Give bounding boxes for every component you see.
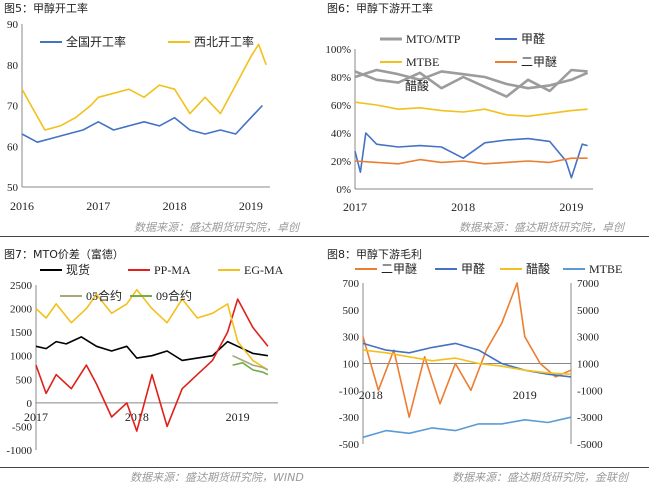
y2-tick-label: 3000 xyxy=(577,332,600,344)
x-tick-label: 2017 xyxy=(343,200,367,214)
series-line xyxy=(21,104,263,143)
x-tick-label: 2016 xyxy=(10,199,34,213)
x-tick-label: 2019 xyxy=(239,199,263,213)
series-line xyxy=(35,298,269,432)
y2-tick-label: 7000 xyxy=(577,278,600,290)
x-tick-label: 2018 xyxy=(451,200,475,214)
y-tick-label: -500 xyxy=(339,439,360,451)
legend-label: 二甲醚 xyxy=(381,262,417,276)
source-note: 数据来源：盛达期货研究院，金联创 xyxy=(452,471,628,484)
legend-label: 全国开工率 xyxy=(66,34,126,49)
y-tick-label: 80 xyxy=(7,60,19,72)
x-tick-label: 2018 xyxy=(125,410,149,424)
y-tick-label: 2000 xyxy=(10,304,33,316)
legend-label: MTBE xyxy=(406,55,439,69)
y-tick-label: 0% xyxy=(336,184,351,196)
series-line xyxy=(35,288,269,371)
series-line xyxy=(354,68,589,90)
source-note: 数据来源：盛达期货研究院，WIND xyxy=(130,471,304,484)
series-line xyxy=(354,157,588,165)
divider xyxy=(0,467,649,468)
x-tick-label: 2017 xyxy=(24,410,48,424)
panel-downstream-rate: 图6：甲醇下游开工率 0% 20% 40% 60% 80% 100% 2017 2018 201… xyxy=(325,0,649,238)
legend-label: 甲醛 xyxy=(461,261,485,276)
y-tick-label: -500 xyxy=(12,421,33,433)
panel-operating-rate: 图5：甲醇开工率 50 60 70 80 90 2016 2017 2018 2019 全国开工率… xyxy=(0,0,322,238)
y-tick-label: 300 xyxy=(343,332,360,344)
y-tick-label: 100 xyxy=(343,359,360,371)
y-tick-label: 60 xyxy=(7,141,19,153)
legend-label: 醋酸 xyxy=(405,78,429,93)
x-tick-label: 2018 xyxy=(163,199,187,213)
y-tick-label: 500 xyxy=(16,374,33,386)
y-tick-label: -300 xyxy=(339,412,360,424)
x-tick-label: 2018 xyxy=(359,388,383,402)
y-tick-label: 1000 xyxy=(10,351,33,363)
y2-tick-label: -5000 xyxy=(577,439,603,451)
legend-label: PP-MA xyxy=(154,263,191,277)
series-line xyxy=(354,132,588,179)
chart-title: 图5：甲醇开工率 xyxy=(4,2,88,15)
y2-tick-label: 1000 xyxy=(577,359,600,371)
legend-label: 05合约 xyxy=(86,288,122,303)
y-tick-label: 80% xyxy=(331,72,351,84)
panel-downstream-margin: 图8：甲醇下游毛利 -500 -300 -100 100 300 500 700 -5000-… xyxy=(325,246,649,485)
legend-label: EG-MA xyxy=(244,263,284,277)
y-tick-label: 40% xyxy=(331,128,351,140)
y-tick-label: 90 xyxy=(7,19,19,31)
series-line xyxy=(362,416,572,439)
y-tick-label: 2500 xyxy=(10,280,33,292)
x-tick-label: 2019 xyxy=(559,200,583,214)
series-line xyxy=(35,336,269,362)
y-tick-label: 60% xyxy=(331,100,351,112)
divider xyxy=(0,236,649,237)
legend-label: MTBE xyxy=(589,262,622,276)
series-line xyxy=(354,101,588,117)
y2-tick-label: 5000 xyxy=(577,305,600,317)
y-tick-label: 0 xyxy=(27,398,33,410)
y2-tick-label: -3000 xyxy=(577,412,603,424)
x-tick-label: 2019 xyxy=(513,388,537,402)
chart-title: 图6：甲醇下游开工率 xyxy=(327,2,433,15)
y-tick-label: 70 xyxy=(7,101,19,113)
legend-label: 二甲醚 xyxy=(521,55,557,69)
y-tick-label: 50 xyxy=(7,182,19,194)
x-tick-label: 2019 xyxy=(226,410,250,424)
series-line xyxy=(362,349,572,375)
legend-label: 09合约 xyxy=(156,288,192,303)
legend-label: 醋酸 xyxy=(526,261,550,276)
operating-rate-chart: 50 60 70 80 90 2016 2017 2018 2019 全国开工率 西北开工率 xyxy=(7,19,270,213)
y-tick-label: -100 xyxy=(339,385,360,397)
y-tick-label: 100% xyxy=(325,44,351,56)
chart-title: 图8：甲醇下游毛利 xyxy=(327,248,422,261)
downstream-rate-chart: 0% 20% 40% 60% 80% 100% 2017 2018 2019 MTO/MTP 甲醛 M… xyxy=(325,31,593,214)
series-line xyxy=(232,354,269,371)
y2-tick-label: -1000 xyxy=(577,385,603,397)
series-line xyxy=(362,282,572,418)
y-tick-label: 1500 xyxy=(10,327,33,339)
y-tick-label: 20% xyxy=(331,156,351,168)
y-tick-label: -1000 xyxy=(6,445,32,457)
panel-mto-spread: 图7：MTO价差（富德） -1000 -500 0 500 1000 1500 2000 25… xyxy=(0,246,322,485)
series-line xyxy=(232,362,269,376)
source-note: 数据来源：盛达期货研究院，卓创 xyxy=(459,221,624,234)
series-line xyxy=(21,43,267,131)
legend-label: 甲醛 xyxy=(521,31,545,46)
legend-label: 西北开工率 xyxy=(194,34,254,49)
mto-spread-chart: -1000 -500 0 500 1000 1500 2000 2500 2017 2018 201… xyxy=(6,262,284,457)
y-tick-label: 700 xyxy=(343,278,360,290)
source-note: 数据来源：盛达期货研究院，卓创 xyxy=(134,221,299,234)
legend-label: 现货 xyxy=(66,262,90,277)
chart-title: 图7：MTO价差（富德） xyxy=(4,248,124,261)
y-tick-label: 500 xyxy=(343,305,360,317)
legend-label: MTO/MTP xyxy=(406,32,461,46)
x-tick-label: 2017 xyxy=(86,199,110,213)
series-line xyxy=(354,68,588,98)
downstream-margin-chart: -500 -300 -100 100 300 500 700 -5000 -3000 -1000 1… xyxy=(339,261,623,451)
